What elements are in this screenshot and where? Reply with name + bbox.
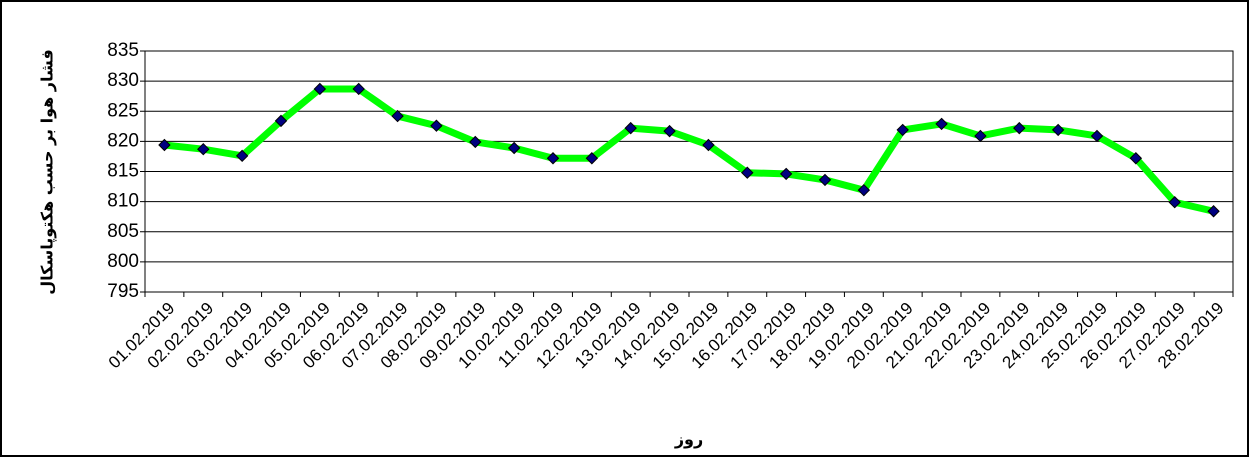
marker xyxy=(818,173,832,187)
marker xyxy=(624,121,637,135)
x-axis-title: روز xyxy=(674,430,703,449)
marker xyxy=(391,109,404,123)
marker xyxy=(585,152,599,165)
marker xyxy=(1129,152,1143,165)
marker xyxy=(158,138,171,152)
line xyxy=(164,85,1215,215)
marker xyxy=(546,152,560,165)
marker xyxy=(663,124,676,138)
marker xyxy=(507,141,521,155)
marker xyxy=(935,117,948,131)
marker xyxy=(974,129,987,143)
marker xyxy=(1051,123,1065,137)
marker xyxy=(352,82,365,96)
y-tick-label: 805 xyxy=(107,221,139,242)
marker xyxy=(1168,196,1181,209)
marker xyxy=(741,166,754,179)
y-tick-label: 825 xyxy=(107,100,139,121)
y-tick-label: 820 xyxy=(107,130,139,151)
marker xyxy=(313,82,327,96)
y-tick-label: 800 xyxy=(107,251,139,272)
marker xyxy=(896,123,909,137)
marker xyxy=(1207,205,1220,218)
marker xyxy=(235,149,249,163)
y-tick-label: 815 xyxy=(107,161,139,182)
marker xyxy=(1090,129,1104,143)
marker xyxy=(857,183,871,197)
y-tick-label: 835 xyxy=(107,40,139,61)
y-axis-title: فشار هوا بر حسب هکتوپاسکال xyxy=(38,49,58,294)
marker xyxy=(469,135,482,149)
marker xyxy=(779,167,793,181)
y-tick-label: 795 xyxy=(107,281,139,302)
marker xyxy=(1013,121,1026,135)
marker xyxy=(702,138,715,152)
marker xyxy=(430,119,443,132)
marker xyxy=(197,143,210,156)
y-tick-label: 830 xyxy=(107,70,139,91)
marker xyxy=(274,114,288,128)
y-tick-label: 810 xyxy=(107,191,139,212)
